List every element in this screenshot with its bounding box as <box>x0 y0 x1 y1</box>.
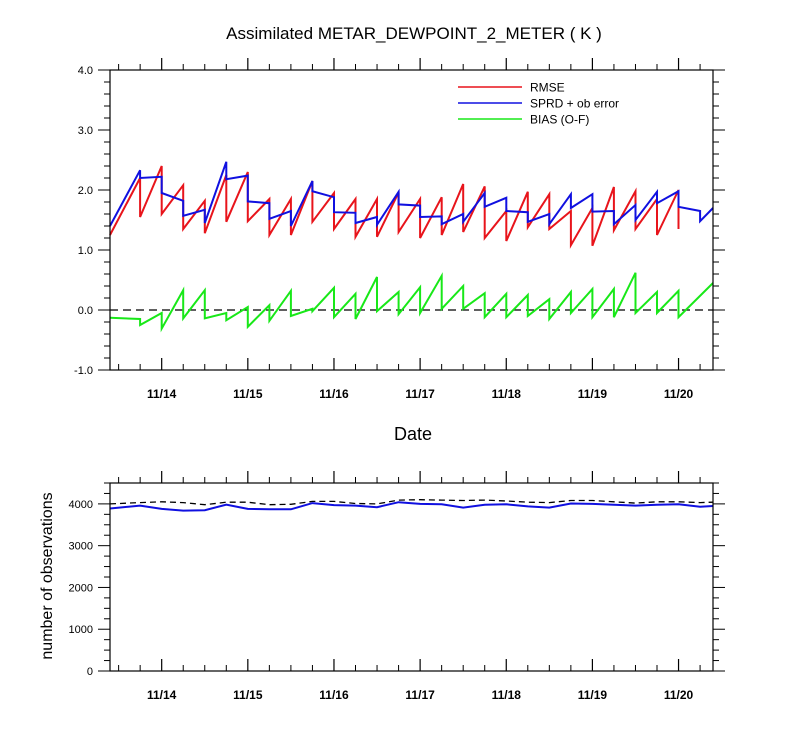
bottom-y-tick-label: 4000 <box>69 499 93 511</box>
panel-top-series <box>109 161 714 333</box>
bottom-x-tick-label: 11/20 <box>664 688 694 702</box>
series-line-rmse <box>109 165 680 249</box>
top-y-tick-label: 4.0 <box>78 65 93 77</box>
obs-series-line-used <box>109 501 714 512</box>
panel-bottom-y-tick-labels: 4000 3000 2000 1000 0 <box>69 499 93 678</box>
top-y-tick-label: 2.0 <box>78 185 93 197</box>
bottom-y-tick-label: 2000 <box>69 582 93 594</box>
bottom-y-tick-label: 3000 <box>69 541 93 553</box>
top-y-tick-label: 0.0 <box>78 305 93 317</box>
series-line-sprd-ob-error <box>109 161 714 229</box>
panel-bottom-series <box>109 499 714 512</box>
top-x-tick-label: 11/15 <box>233 387 263 401</box>
panel-top-ticks <box>98 58 725 371</box>
bottom-x-tick-label: 11/14 <box>147 688 177 702</box>
top-x-tick-label: 11/16 <box>319 387 349 401</box>
panel-top-x-tick-labels: 11/14 11/15 11/16 11/17 11/18 11/19 11/20 <box>147 387 694 401</box>
legend-label-rmse: RMSE <box>530 81 565 95</box>
top-x-tick-label: 11/14 <box>147 387 177 401</box>
panel-bottom-x-tick-labels: 11/14 11/15 11/16 11/17 11/18 11/19 11/20 <box>147 688 694 702</box>
bottom-x-tick-label: 11/15 <box>233 688 263 702</box>
bottom-x-tick-label: 11/19 <box>578 688 608 702</box>
bottom-x-tick-label: 11/18 <box>492 688 522 702</box>
top-x-tick-label: 11/17 <box>405 387 435 401</box>
panel-top: 4.0 3.0 2.0 1.0 0.0 -1.0 11/14 11/15 11/16 11/17… <box>74 58 725 401</box>
x-axis-label: Date <box>394 424 432 444</box>
panel-top-y-tick-labels: 4.0 3.0 2.0 1.0 0.0 -1.0 <box>74 65 93 377</box>
top-y-tick-label: -1.0 <box>74 365 93 377</box>
top-y-tick-label: 3.0 <box>78 125 93 137</box>
bottom-x-tick-label: 11/17 <box>405 688 435 702</box>
series-line-bias-o-f <box>109 272 714 333</box>
legend-label-sprd-ob-error: SPRD + ob error <box>530 97 619 111</box>
y-axis-label: number of observations <box>39 492 56 659</box>
bottom-x-tick-label: 11/16 <box>319 688 349 702</box>
legend-label-bias-o-f: BIAS (O-F) <box>530 113 589 127</box>
panel-bottom-ticks <box>98 471 725 672</box>
top-x-tick-label: 11/19 <box>578 387 608 401</box>
panel-bottom-frame <box>109 482 714 672</box>
chart-title: Assimilated METAR_DEWPOINT_2_METER ( K ) <box>226 24 602 43</box>
panel-top-frame <box>109 69 714 371</box>
bottom-y-tick-label: 1000 <box>69 624 93 636</box>
legend: RMSE SPRD + ob error BIAS (O-F) <box>458 81 619 127</box>
bottom-y-tick-label: 0 <box>87 666 93 678</box>
top-x-tick-label: 11/18 <box>492 387 522 401</box>
top-y-tick-label: 1.0 <box>78 245 93 257</box>
obs-series-line-possible <box>109 499 714 506</box>
top-x-tick-label: 11/20 <box>664 387 694 401</box>
